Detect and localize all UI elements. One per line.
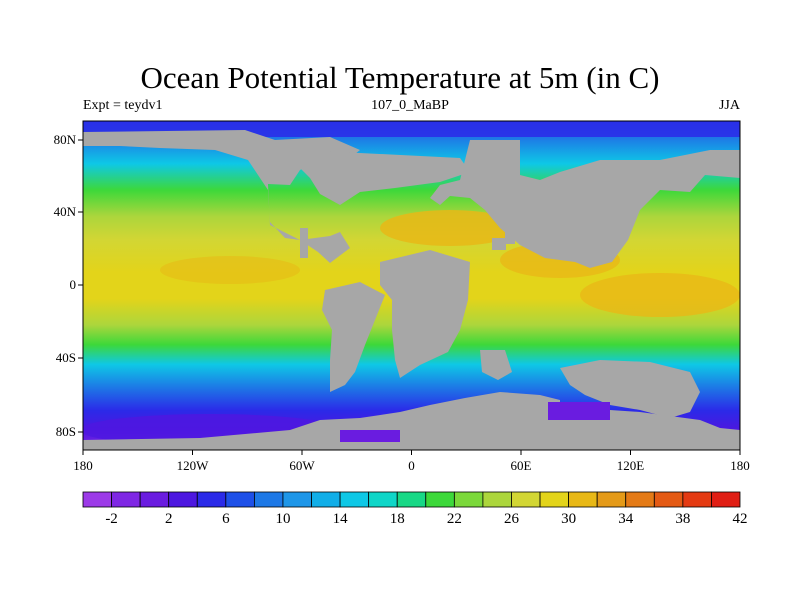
warm-patch xyxy=(580,273,740,317)
warm-patch xyxy=(160,256,300,284)
colorbar-box xyxy=(425,491,455,508)
lon-label: 120E xyxy=(616,458,645,473)
lat-label: 40S xyxy=(55,350,76,365)
colorbar-label: 2 xyxy=(164,511,173,527)
colorbar-label: 30 xyxy=(561,511,577,527)
colorbar-label: 26 xyxy=(503,511,519,527)
land-south-america xyxy=(322,282,385,392)
colorbar-box xyxy=(339,491,370,508)
cold-pool xyxy=(548,402,610,420)
lat-label: 80N xyxy=(53,132,76,147)
time-label: 107_0_MaBP xyxy=(371,98,449,113)
colorbar-box xyxy=(511,491,541,508)
colorbar-box xyxy=(111,491,141,508)
colorbar xyxy=(82,491,741,508)
colorbar-label: 10 xyxy=(275,511,291,527)
colorbar-box xyxy=(368,491,398,508)
colorbar-box xyxy=(396,491,427,508)
season-label: JJA xyxy=(718,98,740,113)
land-masses xyxy=(83,130,740,450)
colorbar-box xyxy=(253,491,284,508)
colorbar-box xyxy=(568,491,598,508)
colorbar-label: 38 xyxy=(675,511,691,527)
lon-label: 180 xyxy=(73,458,93,473)
land-australia xyxy=(560,360,700,418)
land-africa xyxy=(380,250,470,378)
colorbar-label: 34 xyxy=(618,511,634,527)
colorbar-box xyxy=(596,491,627,508)
colorbar-box xyxy=(625,491,655,508)
colorbar-box xyxy=(682,491,712,508)
colorbar-label: 42 xyxy=(732,511,748,527)
lon-label: 0 xyxy=(408,458,415,473)
colorbar-box xyxy=(311,491,341,508)
experiment-label: Expt = teydv1 xyxy=(83,98,163,113)
colorbar-box xyxy=(453,491,484,508)
land-eurasia xyxy=(430,140,740,268)
colorbar-box xyxy=(82,491,112,508)
colorbar-label: 18 xyxy=(389,511,405,527)
colorbar-label: 6 xyxy=(222,511,230,527)
colorbar-box xyxy=(711,491,741,508)
colorbar-box xyxy=(482,491,512,508)
land-island xyxy=(300,228,308,258)
colorbar-box xyxy=(139,491,170,508)
lat-label: 0 xyxy=(69,277,77,292)
land-north-america xyxy=(83,130,360,263)
land-greenland xyxy=(300,150,470,205)
lon-label: 120W xyxy=(176,458,209,473)
lon-ticks xyxy=(82,450,741,455)
colorbar-label: 22 xyxy=(446,511,462,527)
map-area xyxy=(83,121,740,450)
colorbar-box xyxy=(168,491,198,508)
colorbar-label: 14 xyxy=(332,511,348,527)
lat-label: 80S xyxy=(55,424,76,439)
lat-label: 40N xyxy=(53,204,76,219)
map-title: Ocean Potential Temperature at 5m (in C) xyxy=(140,60,660,95)
cold-pool xyxy=(340,430,400,442)
land-antarctica xyxy=(83,392,740,450)
lon-label: 180 xyxy=(730,458,750,473)
colorbar-box xyxy=(653,491,684,508)
lat-ticks xyxy=(78,139,83,433)
colorbar-box xyxy=(196,491,227,508)
colorbar-box xyxy=(282,491,312,508)
land-island xyxy=(492,238,506,250)
land-island xyxy=(505,230,515,244)
colorbar-box xyxy=(225,491,255,508)
colorbar-label: -2 xyxy=(105,511,118,527)
lon-label: 60E xyxy=(510,458,532,473)
land-island xyxy=(480,350,512,380)
warm-patch xyxy=(380,210,520,246)
lon-label: 60W xyxy=(289,458,315,473)
colorbar-box xyxy=(539,491,570,508)
